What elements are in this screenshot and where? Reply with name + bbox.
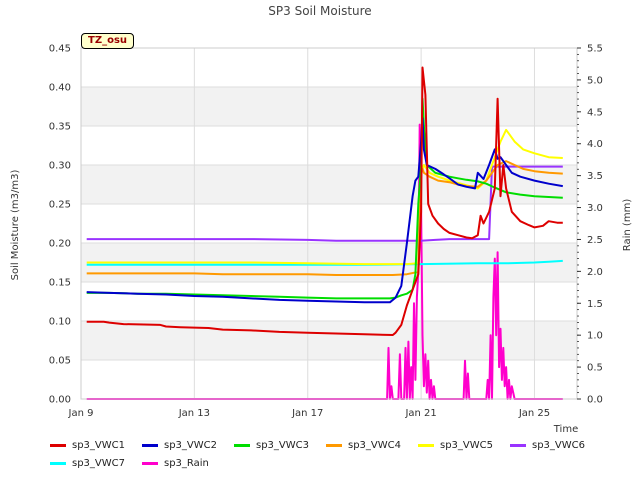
y-tick-label: 0.25: [49, 200, 71, 211]
legend-label: sp3_Rain: [164, 457, 209, 469]
y2-tick-label: 4.0: [587, 139, 603, 150]
legend-swatch: [142, 461, 158, 465]
plot-background: [81, 48, 577, 399]
legend-swatch: [418, 443, 434, 447]
y-tick-label: 0.20: [49, 239, 71, 250]
legend-label: sp3_VWC6: [532, 439, 585, 451]
y2-tick-label: 2.0: [587, 267, 603, 278]
chart-title: SP3 Soil Moisture: [268, 4, 371, 18]
y2-tick-label: 3.5: [587, 171, 603, 182]
y-tick-label: 0.10: [49, 317, 71, 328]
series-line-sp3-vwc5: [86, 128, 563, 266]
y2-axis-ticks: 0.0 0.5 1.0 1.5 2.0 2.5 3.0 3.5 4.0 4.5 5.0 5.5: [577, 44, 603, 406]
legend-item-sp3-vwc3: sp3_VWC3: [234, 440, 326, 451]
y2-axis-title: Rain (mm): [622, 199, 633, 252]
y-tick-label: 0.15: [49, 278, 71, 289]
x-axis-ticks: Jan 9 Jan 13 Jan 17 Jan 21 Jan 25: [68, 408, 551, 419]
x-tick-label: Jan 17: [291, 408, 323, 419]
legend-swatch: [234, 443, 250, 447]
plot-band: [81, 48, 577, 87]
legend-label: sp3_VWC3: [256, 439, 309, 451]
legend-item-sp3-vwc7: sp3_VWC7: [50, 458, 142, 469]
legend-row: sp3_VWC1 sp3_VWC2 sp3_VWC3 sp3_VWC4 sp3_VWC5…: [50, 436, 630, 454]
x-axis-title: Time: [553, 424, 578, 435]
legend-swatch: [510, 443, 526, 447]
x-tick-label: Jan 9: [68, 408, 94, 419]
y-axis-title: Soil Moisture (m3/m3): [10, 170, 21, 281]
y2-tick-label: 1.5: [587, 299, 603, 310]
station-badge: TZ_osu: [81, 33, 135, 49]
legend-item-sp3-vwc2: sp3_VWC2: [142, 440, 234, 451]
y2-tick-label: 3.0: [587, 203, 603, 214]
y2-tick-label: 2.5: [587, 235, 603, 246]
legend-label: sp3_VWC2: [164, 439, 217, 451]
y-tick-label: 0.30: [49, 161, 71, 172]
legend-item-sp3-rain: sp3_Rain: [142, 458, 234, 469]
legend-swatch: [50, 461, 66, 465]
legend-label: sp3_VWC4: [348, 439, 401, 451]
y-tick-label: 0.40: [49, 83, 71, 94]
y2-tick-label: 0.0: [587, 395, 603, 406]
legend-label: sp3_VWC7: [72, 457, 125, 469]
legend-swatch: [326, 443, 342, 447]
y-axis-ticks: 0.00 0.05 0.10 0.15 0.20 0.25 0.30 0.35 0.40 0.45: [49, 44, 71, 406]
chart-legend: sp3_VWC1 sp3_VWC2 sp3_VWC3 sp3_VWC4 sp3_VWC5…: [50, 436, 630, 472]
series-line-sp3-vwc2: [86, 117, 563, 304]
legend-item-sp3-vwc5: sp3_VWC5: [418, 440, 510, 451]
legend-item-sp3-vwc1: sp3_VWC1: [50, 440, 142, 451]
legend-item-sp3-vwc6: sp3_VWC6: [510, 440, 602, 451]
legend-swatch: [50, 443, 66, 447]
plot-band: [81, 204, 577, 243]
legend-label: sp3_VWC1: [72, 439, 125, 451]
x-tick-label: Jan 21: [404, 408, 436, 419]
series-line-sp3-vwc1: [86, 66, 563, 336]
y-tick-label: 0.45: [49, 44, 71, 55]
x-tick-label: Jan 25: [518, 408, 550, 419]
series-line-sp3-vwc3: [86, 97, 563, 300]
legend-label: sp3_VWC5: [440, 439, 493, 451]
y2-tick-label: 5.0: [587, 75, 603, 86]
plot-band: [81, 87, 577, 126]
plot-band: [81, 360, 577, 399]
legend-row: sp3_VWC7 sp3_Rain: [50, 454, 630, 472]
plot-band: [81, 321, 577, 360]
y2-tick-label: 1.0: [587, 331, 603, 342]
legend-swatch: [142, 443, 158, 447]
plot-frame: [80, 47, 578, 400]
legend-item-sp3-vwc4: sp3_VWC4: [326, 440, 418, 451]
y-tick-label: 0.35: [49, 122, 71, 133]
y2-tick-label: 4.5: [587, 107, 603, 118]
y2-tick-label: 5.5: [587, 44, 603, 55]
y-tick-label: 0.05: [49, 356, 71, 367]
x-tick-label: Jan 13: [178, 408, 210, 419]
y2-tick-label: 0.5: [587, 363, 603, 374]
y-tick-label: 0.00: [49, 395, 71, 406]
